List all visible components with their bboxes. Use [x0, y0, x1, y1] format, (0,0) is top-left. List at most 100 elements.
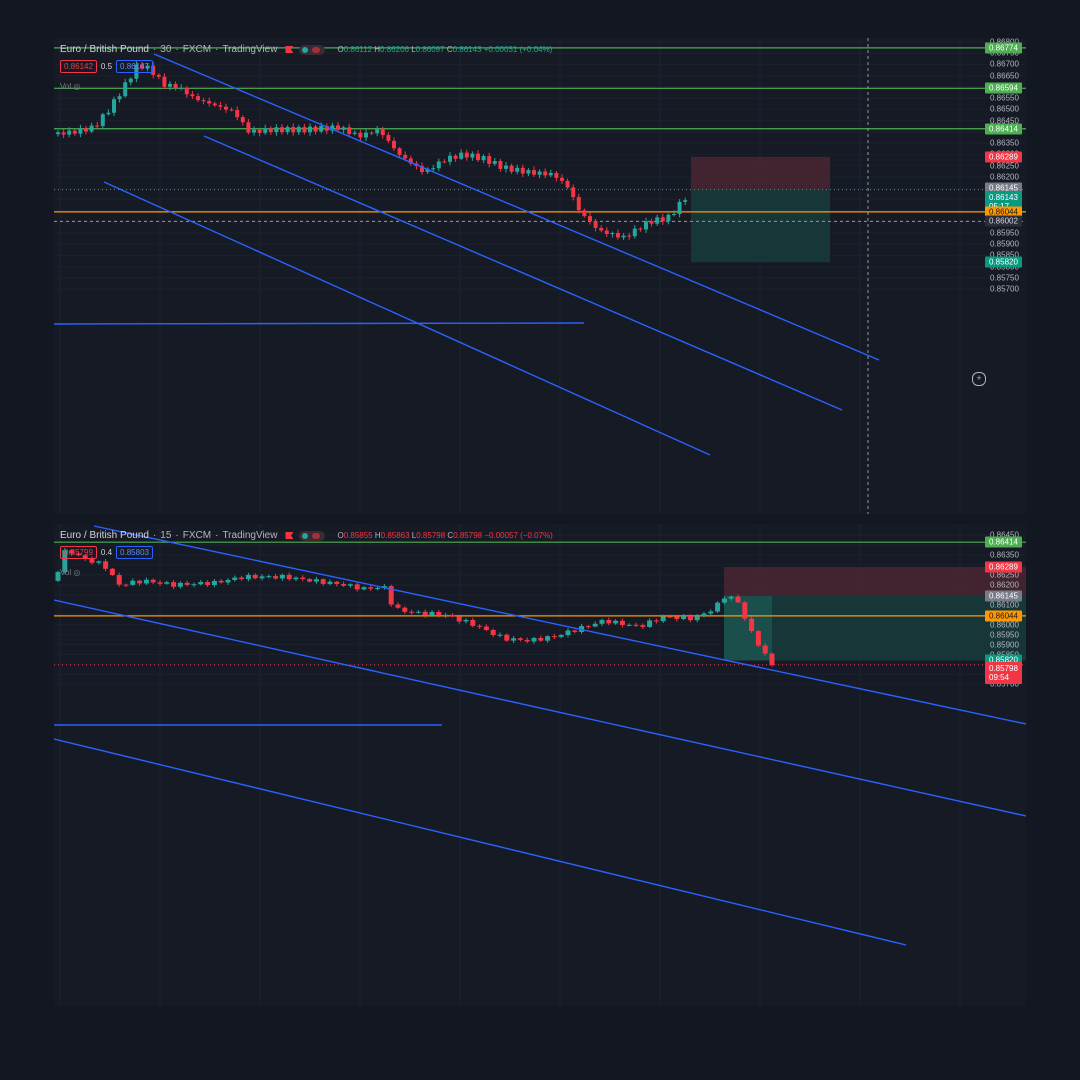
interval[interactable]: 15 — [160, 530, 172, 541]
eye-hidden-icon[interactable]: ◎ — [73, 568, 81, 577]
candle-body — [681, 615, 687, 620]
candle-body — [599, 619, 605, 624]
volume-indicator[interactable]: Vol ◎ — [60, 568, 80, 577]
volume-label: Vol — [60, 82, 72, 91]
price-label-entry: 0.86145 — [985, 590, 1022, 602]
candle-body — [638, 228, 643, 230]
axis-tick-label: 0.85950 — [990, 228, 1019, 238]
candle-body — [308, 126, 312, 133]
chart-canvas-15m[interactable] — [54, 524, 1026, 1006]
candle-body — [701, 613, 707, 617]
candle-body — [137, 580, 143, 584]
chart-pane-30m[interactable]: Euro / British Pound · 30 · FXCM · Tradi… — [54, 38, 1026, 514]
candle-body — [336, 125, 340, 130]
candle-body — [509, 165, 514, 172]
volume-label: Vol — [60, 568, 72, 577]
price-label-target: 0.85820 — [985, 256, 1022, 268]
take-profit-zone — [724, 595, 1026, 661]
candle-body — [69, 550, 75, 554]
bar-countdown: 09:54 — [989, 672, 1010, 682]
platform: TradingView — [222, 44, 278, 55]
buy-price-button[interactable]: 0.86147 — [116, 60, 153, 73]
candle-body — [246, 122, 251, 133]
interval[interactable]: 30 — [160, 44, 172, 55]
candle-body — [660, 616, 666, 622]
candle-body — [526, 170, 531, 174]
stop-loss-zone — [691, 156, 830, 190]
price-axis-30m[interactable]: 0.868000.867500.867000.866500.866000.865… — [984, 38, 1036, 514]
candle-body — [592, 623, 598, 627]
candle-body — [116, 575, 122, 585]
candle-body — [191, 584, 197, 586]
candle-body — [402, 607, 408, 612]
candle-body — [302, 126, 307, 133]
high-value: 0.85863 — [380, 531, 410, 540]
candle-body — [285, 127, 290, 133]
plus-icon[interactable]: + — [972, 372, 986, 386]
price-axis-15m[interactable]: 0.864500.864000.863500.863000.862500.862… — [984, 524, 1036, 1006]
change-value: +0.00031 (+0.04%) — [483, 45, 553, 54]
candle-body — [436, 611, 442, 616]
market-status-icon[interactable] — [299, 530, 326, 541]
flag-icon[interactable] — [285, 46, 294, 53]
candle-body — [109, 568, 115, 576]
candle-body — [313, 579, 319, 582]
candle-body — [585, 626, 591, 628]
candle-body — [157, 582, 163, 584]
candle-body — [364, 132, 368, 138]
candle-body — [672, 213, 676, 215]
candle-body — [436, 161, 441, 169]
price-label-level: 0.86774 — [985, 42, 1022, 54]
volume-indicator[interactable]: Vol ◎ — [60, 82, 80, 91]
candle-body — [218, 105, 223, 107]
last-price-value: 0.86143 — [989, 192, 1018, 202]
candle-body — [565, 630, 571, 636]
candle-body — [274, 127, 279, 133]
stop-loss-zone — [724, 567, 1026, 596]
candle-body — [320, 579, 326, 584]
candle-body — [143, 579, 149, 584]
eye-hidden-icon[interactable]: ◎ — [73, 82, 81, 91]
buy-price-button[interactable]: 0.85803 — [116, 546, 153, 559]
symbol-name[interactable]: Euro / British Pound — [60, 530, 149, 541]
chart-pane-15m[interactable]: Euro / British Pound · 15 · FXCM · Tradi… — [54, 524, 1026, 1006]
last-price-value: 0.85798 — [989, 663, 1018, 673]
axis-tick-label: 0.86800 — [990, 38, 1019, 47]
candle-body — [504, 165, 508, 169]
candle-body — [291, 127, 296, 133]
low-value: 0.86097 — [415, 45, 445, 54]
candle-body — [151, 65, 156, 75]
flag-icon[interactable] — [285, 532, 294, 539]
bid-ask-widget[interactable]: 0.85799 0.4 0.85803 — [60, 546, 153, 559]
candle-body — [554, 172, 559, 178]
sell-price-button[interactable]: 0.85799 — [60, 546, 97, 559]
chart-legend: Euro / British Pound · 30 · FXCM · Tradi… — [60, 44, 553, 55]
symbol-name[interactable]: Euro / British Pound — [60, 44, 149, 55]
candle-body — [358, 132, 363, 138]
market-status-icon[interactable] — [299, 44, 326, 55]
ohlc-values: O0.86112 H0.86206 L0.86097 C0.86143 +0.0… — [337, 45, 553, 54]
price-label-target: 0.85820 — [985, 654, 1022, 666]
bid-ask-widget[interactable]: 0.86142 0.5 0.86147 — [60, 60, 153, 73]
sell-price-button[interactable]: 0.86142 — [60, 60, 97, 73]
candle-body — [683, 200, 688, 202]
candle-body — [543, 171, 548, 176]
candle-body — [755, 631, 761, 646]
change-value: −0.00057 (−0.07%) — [484, 531, 553, 540]
high-value: 0.86206 — [380, 45, 409, 54]
candle-body — [201, 100, 206, 102]
chart-canvas-30m[interactable] — [54, 38, 1026, 514]
trend-channel-line — [153, 53, 880, 361]
candle-body — [369, 132, 374, 134]
candle-body — [334, 581, 340, 584]
candle-body — [375, 129, 380, 134]
candle-body — [341, 127, 346, 130]
broker: FXCM — [182, 530, 212, 541]
close-value: 0.86143 — [452, 45, 482, 54]
candle-body — [687, 615, 693, 621]
candle-body — [431, 168, 436, 170]
candle-body — [196, 96, 200, 101]
candle-body — [89, 558, 95, 563]
spread-value: 0.4 — [100, 548, 113, 557]
candle-body — [330, 125, 335, 131]
